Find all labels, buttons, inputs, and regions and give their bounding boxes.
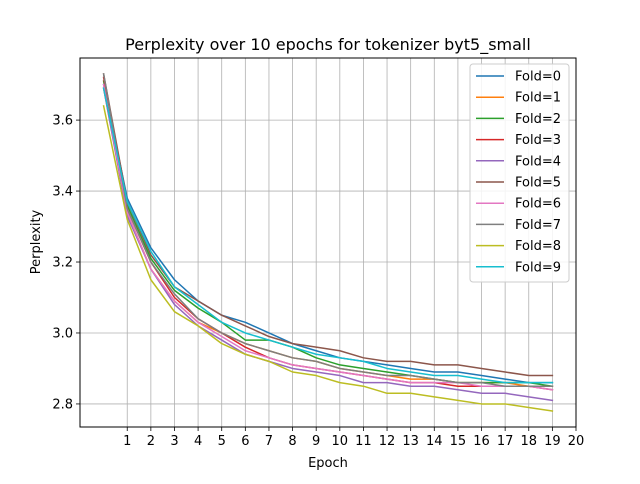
x-tick-label: 17 <box>497 434 514 449</box>
series-line-fold-6 <box>102 83 554 391</box>
y-tick-label: 3.4 <box>52 185 73 200</box>
series-lines <box>102 73 554 412</box>
series-line-fold-9 <box>102 87 554 384</box>
x-tick-label: 4 <box>194 434 202 449</box>
x-tick-label: 19 <box>544 434 561 449</box>
legend-label-fold-7: Fold=7 <box>515 218 561 233</box>
x-tick-label: 13 <box>402 434 419 449</box>
x-tick-label: 3 <box>170 434 178 449</box>
x-tick-label: 2 <box>147 434 155 449</box>
legend-label-fold-0: Fold=0 <box>515 70 561 85</box>
x-tick-label: 6 <box>241 434 249 449</box>
legend-label-fold-8: Fold=8 <box>515 239 561 254</box>
x-tick-label: 9 <box>312 434 320 449</box>
series-line-fold-4 <box>102 87 554 402</box>
x-tick-label: 1 <box>123 434 131 449</box>
x-axis: 1 2 3 4 5 6 7 8 9 10 11 12 13 14 15 16 17 18 19 20 <box>123 427 584 449</box>
plot-area-frame <box>79 57 577 428</box>
legend-label-fold-6: Fold=6 <box>515 197 561 212</box>
legend-label-fold-4: Fold=4 <box>515 154 561 169</box>
y-axis-label: Perplexity <box>29 209 44 274</box>
legend-label-fold-9: Fold=9 <box>515 260 561 275</box>
x-axis-label: Epoch <box>308 456 348 471</box>
x-tick-label: 20 <box>568 434 585 449</box>
x-tick-label: 18 <box>520 434 537 449</box>
series-line-fold-0 <box>102 83 554 384</box>
legend-label-fold-5: Fold=5 <box>515 176 561 191</box>
x-tick-label: 14 <box>426 434 443 449</box>
legend-label-fold-1: Fold=1 <box>515 91 561 106</box>
x-tick-label: 10 <box>332 434 349 449</box>
legend: Fold=0 Fold=1 Fold=2 Fold=3 Fold=4 Fold=5 Fold… <box>469 63 570 283</box>
x-tick-label: 5 <box>218 434 226 449</box>
series-line-fold-7 <box>102 73 554 387</box>
x-tick-label: 15 <box>450 434 467 449</box>
x-tick-label: 16 <box>473 434 490 449</box>
chart-title: Perplexity over 10 epochs for tokenizer … <box>125 35 531 55</box>
y-tick-label: 3.6 <box>52 114 73 129</box>
series-line-fold-8 <box>102 105 554 412</box>
y-tick-label: 3.2 <box>52 256 73 271</box>
y-tick-label: 3.0 <box>52 326 73 341</box>
x-tick-label: 8 <box>288 434 296 449</box>
x-tick-label: 11 <box>355 434 372 449</box>
x-tick-label: 12 <box>379 434 396 449</box>
y-tick-label: 2.8 <box>52 397 73 412</box>
x-tick-label: 7 <box>265 434 273 449</box>
legend-label-fold-2: Fold=2 <box>515 112 561 127</box>
legend-label-fold-3: Fold=3 <box>515 133 561 148</box>
y-axis: 2.8 3.0 3.2 3.4 3.6 <box>52 114 80 412</box>
